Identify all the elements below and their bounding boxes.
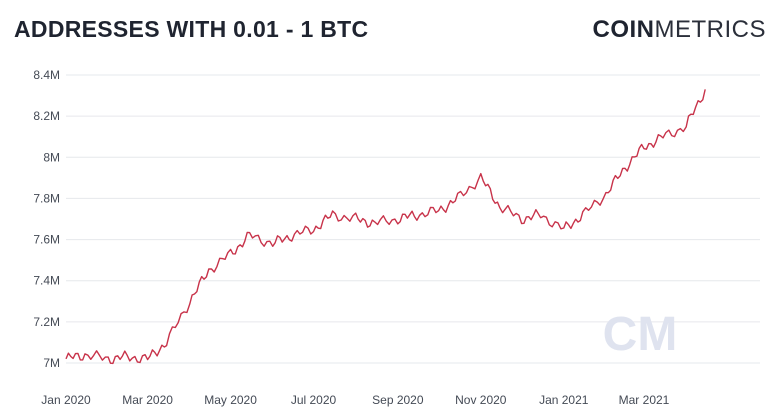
chart-title: ADDRESSES WITH 0.01 - 1 BTC	[14, 16, 369, 42]
y-tick-label: 7.8M	[33, 191, 60, 205]
x-tick-label: Jul 2020	[291, 393, 337, 407]
grid-lines	[66, 74, 760, 364]
x-tick-label: Jan 2021	[539, 393, 589, 407]
y-tick-label: 7.2M	[33, 315, 60, 329]
y-axis-ticks: 7M 7.2M 7.4M 7.6M 7.8M 8M 8.2M 8.4M	[33, 68, 60, 370]
x-tick-label: Jan 2020	[41, 393, 91, 407]
coinmetrics-logo: COINMETRICS	[593, 16, 767, 44]
y-tick-label: 8.4M	[33, 68, 60, 82]
x-tick-label: Mar 2020	[122, 393, 173, 407]
y-tick-label: 8M	[43, 150, 60, 164]
y-tick-label: 7.4M	[33, 274, 60, 288]
x-tick-label: May 2020	[204, 393, 257, 407]
x-tick-label: Sep 2020	[372, 393, 424, 407]
series-line	[65, 89, 706, 365]
logo-light-text: METRICS	[654, 16, 766, 43]
logo-bold-text: COIN	[592, 16, 655, 43]
x-axis-ticks: Jan 2020 Mar 2020 May 2020 Jul 2020 Sep 2020…	[41, 393, 669, 407]
x-tick-label: Nov 2020	[455, 393, 507, 407]
y-tick-label: 8.2M	[33, 109, 60, 123]
x-tick-label: Mar 2021	[619, 393, 670, 407]
y-tick-label: 7M	[43, 356, 60, 370]
watermark-logo: CM	[603, 308, 678, 361]
series-lines	[65, 89, 706, 365]
y-tick-label: 7.6M	[33, 233, 60, 247]
